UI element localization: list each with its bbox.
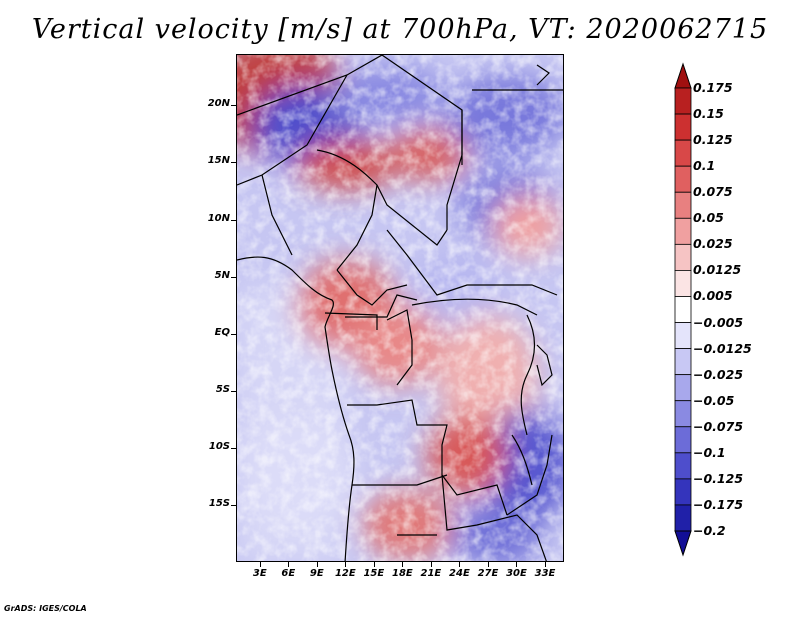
colorbar-bin — [674, 296, 692, 323]
colorbar-label: −0.075 — [693, 418, 744, 434]
longitude-tick — [259, 562, 261, 567]
grads-credit: GrADS: IGES/COLA — [4, 604, 87, 613]
colorbar-bin — [674, 243, 692, 271]
colorbar-label: −0.0125 — [693, 340, 752, 356]
colorbar-label: 0.05 — [693, 210, 724, 226]
latitude-label: EQ — [214, 326, 230, 338]
latitude-tick — [231, 390, 236, 392]
longitude-tick — [345, 562, 347, 567]
colorbar-bin — [674, 217, 692, 245]
latitude-tick — [231, 219, 236, 221]
colorbar-label: 0.15 — [693, 106, 724, 122]
longitude-label: 15E — [363, 568, 385, 579]
colorbar-bin — [674, 400, 692, 428]
longitude-label: 30E — [506, 568, 527, 579]
longitude-tick — [430, 562, 432, 567]
colorbar-bin — [674, 113, 692, 141]
longitude-tick — [373, 562, 375, 567]
latitude-label: 15S — [208, 497, 230, 509]
longitude-label: 3E — [252, 568, 267, 579]
colorbar-label: −0.025 — [693, 366, 744, 382]
velocity-map — [236, 54, 564, 562]
latitude-label: 5N — [214, 269, 230, 281]
colorbar-label: −0.125 — [693, 470, 744, 486]
latitude-label: 10S — [208, 440, 230, 452]
latitude-label: 5S — [215, 383, 230, 395]
longitude-label: 6E — [281, 568, 296, 579]
colorbar-label: 0.125 — [693, 132, 733, 148]
longitude-tick — [316, 562, 318, 567]
colorbar-bin — [674, 87, 692, 115]
colorbar-label: −0.05 — [693, 392, 735, 408]
longitude-tick — [544, 562, 546, 567]
latitude-tick — [231, 276, 236, 278]
map-title: Vertical velocity [m/s] at 700hPa, VT: 2… — [31, 14, 769, 45]
colorbar-bin — [674, 322, 692, 349]
longitude-label: 27E — [477, 568, 499, 579]
colorbar-label: −0.005 — [693, 314, 744, 330]
colorbar-bottom-arrow — [674, 530, 692, 557]
colorbar-bin — [674, 374, 692, 402]
colorbar-bin — [674, 348, 692, 376]
velocity-field — [237, 55, 563, 561]
colorbar-top-arrow — [674, 62, 692, 89]
colorbar-label: 0.075 — [693, 184, 733, 200]
colorbar-bin — [674, 139, 692, 167]
latitude-label: 20N — [207, 98, 230, 110]
colorbar-bin — [674, 191, 692, 219]
longitude-tick — [459, 562, 461, 567]
colorbar-bin — [674, 504, 692, 532]
longitude-label: 12E — [334, 568, 356, 579]
latitude-label: 10N — [207, 212, 230, 224]
longitude-tick — [487, 562, 489, 567]
latitude-tick — [231, 333, 236, 335]
latitude-tick — [231, 447, 236, 449]
colorbar-label: −0.1 — [693, 444, 726, 460]
colorbar-label: −0.175 — [693, 496, 744, 512]
colorbar-bin — [674, 270, 692, 297]
colorbar-label: 0.025 — [693, 236, 733, 252]
latitude-label: 15N — [207, 155, 230, 167]
longitude-label: 24E — [449, 568, 470, 579]
colorbar-bin — [674, 426, 692, 454]
latitude-tick — [231, 105, 236, 107]
country-borders — [237, 55, 563, 561]
latitude-tick — [231, 504, 236, 506]
colorbar-label: 0.1 — [693, 158, 716, 174]
longitude-label: 18E — [392, 568, 413, 579]
longitude-label: 33E — [534, 568, 556, 579]
colorbar-bin — [674, 452, 692, 480]
colorbar-label: −0.2 — [693, 523, 726, 538]
colorbar-label: 0.005 — [693, 288, 733, 304]
longitude-label: 21E — [420, 568, 442, 579]
colorbar-label: 0.0125 — [693, 262, 742, 278]
latitude-tick — [231, 162, 236, 164]
longitude-tick — [516, 562, 518, 567]
longitude-label: 9E — [309, 568, 324, 579]
colorbar-bin — [674, 478, 692, 506]
colorbar-label: 0.175 — [693, 80, 733, 95]
colorbar-bin — [674, 165, 692, 193]
longitude-tick — [402, 562, 404, 567]
longitude-tick — [288, 562, 290, 567]
